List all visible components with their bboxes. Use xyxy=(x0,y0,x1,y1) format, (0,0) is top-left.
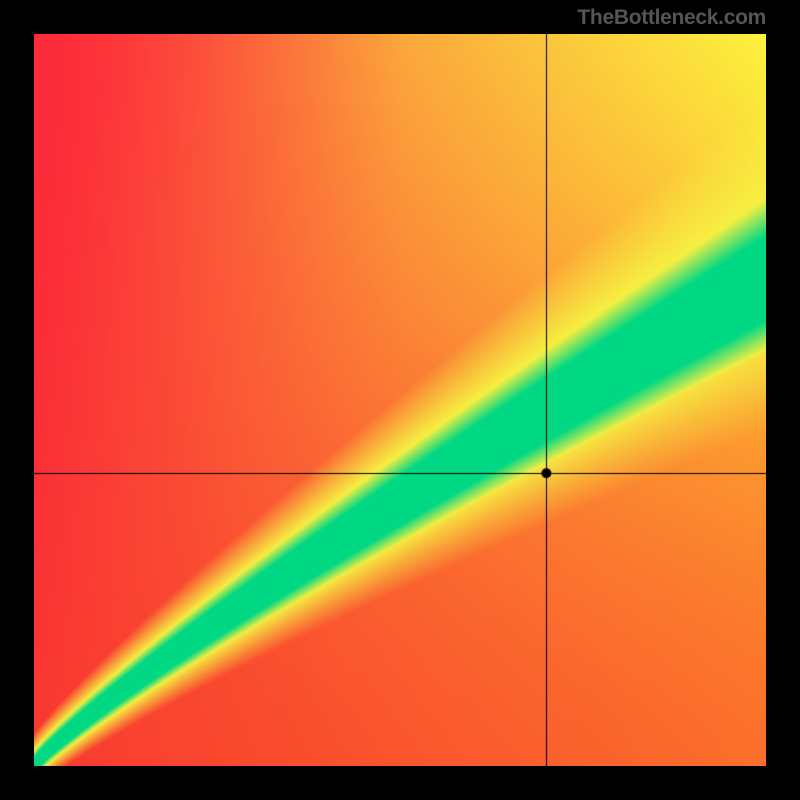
bottleneck-heatmap xyxy=(34,34,766,766)
heatmap-canvas xyxy=(34,34,766,766)
watermark-text: TheBottleneck.com xyxy=(577,6,766,30)
